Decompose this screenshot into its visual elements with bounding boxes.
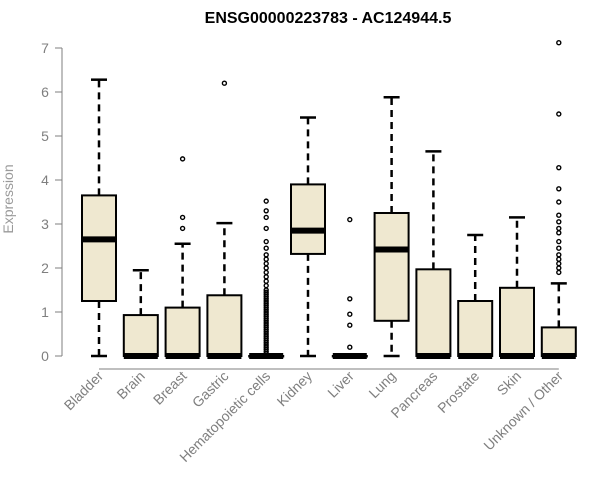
box-skin	[499, 216, 535, 359]
y-tick-label: 1	[41, 304, 49, 320]
x-category-label: Lung	[365, 368, 398, 401]
box-iqr	[81, 194, 117, 302]
outlier-point	[263, 260, 269, 267]
box-gastric	[206, 80, 243, 359]
outlier-point	[556, 265, 562, 271]
outlier-point	[263, 198, 269, 204]
x-category-label: Brain	[113, 368, 147, 402]
outlier-point	[179, 156, 186, 162]
outlier-point	[556, 111, 562, 117]
box-iqr	[415, 268, 452, 358]
box-pancreas	[415, 150, 452, 359]
outlier-point	[556, 199, 562, 205]
x-category-label: Skin	[494, 368, 525, 399]
outlier-point	[263, 289, 269, 295]
x-category-label: Bladder	[61, 368, 107, 414]
box-iqr	[290, 183, 326, 255]
outlier-point	[556, 212, 562, 218]
outlier-point	[556, 252, 562, 258]
outlier-point	[263, 282, 269, 289]
x-category-label: Unknown / Other	[480, 368, 566, 454]
outlier-point	[347, 296, 353, 302]
y-tick-label: 0	[41, 348, 49, 364]
outlier-point	[556, 238, 562, 245]
y-axis: 0 1 2 3 4 5 6 7	[41, 40, 559, 370]
box-iqr	[164, 306, 201, 358]
x-category-label: Kidney	[274, 368, 316, 410]
x-category-label: Liver	[324, 368, 357, 401]
box-iqr	[540, 326, 577, 357]
box-liver	[331, 216, 368, 359]
outlier-point	[221, 80, 228, 86]
outlier-point	[556, 186, 562, 192]
outlier-point	[556, 230, 562, 236]
outlier-point	[347, 216, 353, 223]
box-iqr	[206, 294, 243, 357]
outlier-point	[263, 214, 269, 221]
outlier-point	[556, 260, 562, 267]
outlier-point	[556, 40, 562, 46]
y-tick-label: 4	[41, 172, 49, 188]
outlier-point	[263, 238, 269, 245]
box-brain	[122, 268, 159, 359]
outlier-point	[556, 225, 562, 232]
box-iqr	[457, 300, 494, 357]
y-tick-label: 7	[41, 40, 49, 56]
chart-title: ENSG00000223783 - AC124944.5	[205, 10, 452, 27]
outlier-point	[556, 219, 562, 225]
outlier-point	[263, 225, 269, 232]
outlier-point	[347, 322, 353, 328]
outlier-point	[179, 214, 186, 221]
y-tick-label: 6	[41, 84, 49, 100]
outlier-point	[556, 245, 562, 251]
y-tick-label: 2	[41, 260, 49, 276]
box-breast	[164, 156, 201, 359]
outlier-point	[556, 256, 562, 262]
y-tick-label: 3	[41, 216, 49, 232]
box-bladder	[81, 78, 117, 358]
box-prostate	[457, 233, 494, 359]
box-kidney	[290, 116, 326, 358]
outlier-point	[263, 265, 269, 271]
y-tick-label: 5	[41, 128, 49, 144]
box-iqr	[499, 286, 535, 357]
box-unknown-other	[540, 40, 577, 359]
outlier-point	[347, 311, 353, 317]
box-lung	[373, 96, 410, 358]
box-iqr	[122, 314, 159, 357]
outlier-point	[556, 269, 562, 276]
outlier-point	[263, 208, 269, 214]
x-category-label: Prostate	[434, 368, 482, 416]
box-iqr	[373, 212, 410, 322]
outlier-point	[263, 245, 269, 251]
x-category-label: Breast	[150, 368, 190, 408]
outlier-point	[263, 278, 269, 284]
outlier-point	[263, 274, 269, 280]
outlier-point	[347, 344, 353, 350]
y-axis-label: Expression	[0, 164, 16, 233]
outlier-point	[263, 269, 269, 276]
outlier-point	[179, 225, 186, 232]
outlier-point	[556, 164, 562, 171]
box-hematopoietic-cells	[248, 198, 285, 359]
outlier-point	[263, 252, 269, 258]
outlier-point	[263, 256, 269, 262]
box-series	[81, 40, 577, 359]
